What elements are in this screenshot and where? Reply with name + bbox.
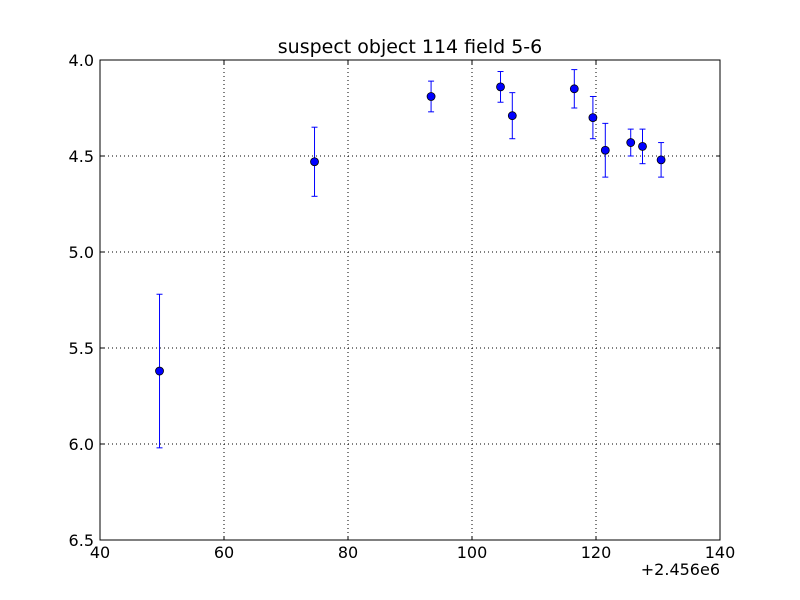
x-tick-label: 40 — [90, 543, 110, 562]
data-point — [638, 141, 647, 151]
chart-title: suspect object 114 field 5-6 — [278, 36, 543, 58]
x-tick-label: 100 — [457, 543, 488, 562]
x-axis-offset-label: +2.456e6 — [641, 560, 720, 579]
data-point — [569, 84, 579, 94]
y-tick-label: 5.5 — [69, 339, 94, 358]
y-tick-label: 5.0 — [69, 243, 94, 262]
data-point — [507, 111, 517, 121]
axis-tick-labels: 40 60 80 100 120 140 4.0 4.5 5.0 5.5 6.0 6.5 — [69, 51, 736, 562]
x-tick-label: 80 — [338, 543, 358, 562]
y-tick-label: 4.5 — [69, 147, 94, 166]
x-tick-label: 120 — [581, 543, 612, 562]
axis-ticks — [99, 59, 721, 541]
plot-frame — [99, 59, 721, 541]
data-point — [656, 155, 666, 165]
grid — [100, 60, 720, 540]
y-tick-label: 6.0 — [69, 435, 94, 454]
data-point — [600, 145, 610, 155]
data-point — [310, 157, 319, 167]
y-tick-label: 6.5 — [69, 531, 94, 550]
data-point — [626, 138, 636, 147]
data-point — [588, 113, 598, 122]
data-point — [155, 366, 164, 376]
y-tick-label: 4.0 — [69, 51, 94, 70]
data-point — [496, 82, 505, 92]
x-tick-label: 140 — [705, 543, 736, 562]
data-series — [155, 69, 666, 449]
data-point — [426, 92, 436, 101]
x-tick-label: 60 — [214, 543, 234, 562]
